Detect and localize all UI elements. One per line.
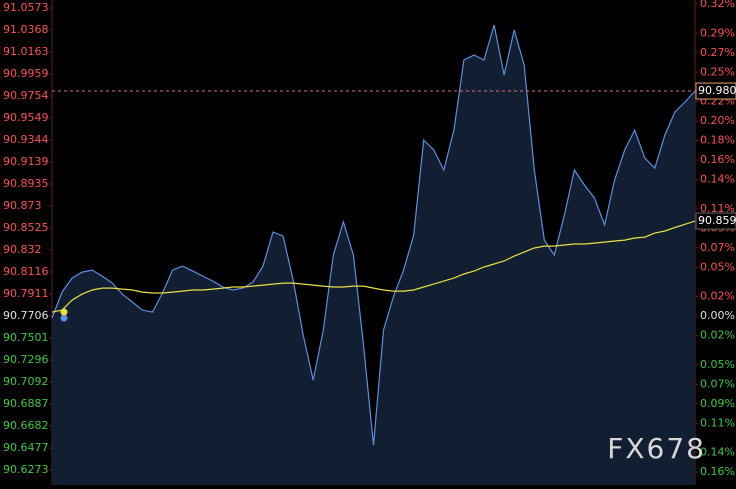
y-tick-label: 90.6682 (3, 419, 49, 432)
y-tick-label: 90.8525 (3, 221, 49, 234)
y2-tick-label: 0.05% (700, 358, 735, 371)
y-tick-label: 90.8116 (3, 265, 49, 278)
price-line (51, 24, 696, 446)
y-tick-label: 90.6273 (3, 463, 49, 476)
y2-tick-label: 0.18% (700, 134, 735, 147)
start-dot (60, 314, 68, 322)
y2-tick-label: 0.14% (700, 446, 735, 459)
last-average-label: 90.859 (698, 214, 736, 227)
y-tick-label: 90.7706 (3, 309, 49, 322)
y-tick-label: 90.9959 (3, 67, 49, 80)
last-price-label: 90.980 (698, 84, 736, 97)
y-tick-label: 91.0573 (3, 1, 49, 14)
last-average-box (695, 212, 736, 230)
y2-tick-label: 0.02% (700, 290, 735, 303)
y-tick-label: 90.6477 (3, 441, 49, 454)
y2-tick-label: 0.07% (700, 377, 735, 390)
y-tick-label: 90.6887 (3, 397, 49, 410)
last-price-box (695, 82, 736, 100)
y2-tick-label: 0.00% (700, 309, 735, 322)
y-tick-label: 90.9754 (3, 89, 49, 102)
y-tick-label: 90.8935 (3, 177, 49, 190)
price-area (52, 25, 695, 485)
start-dot (60, 308, 68, 316)
y2-tick-label: 0.16% (700, 153, 735, 166)
y2-tick-label: 0.07% (700, 241, 735, 254)
y-tick-label: 90.7296 (3, 353, 49, 366)
y2-tick-label: 0.09% (700, 397, 735, 410)
y-tick-label: 90.873 (3, 199, 42, 212)
y2-tick-label: 0.20% (700, 114, 735, 127)
y2-tick-label: 0.11% (700, 202, 735, 215)
y-tick-label: 90.7911 (3, 287, 49, 300)
y2-tick-label: 0.05% (700, 260, 735, 273)
y2-tick-label: 0.32% (700, 0, 735, 10)
y2-tick-label: 0.02% (700, 329, 735, 342)
y2-tick-label: 0.11% (700, 416, 735, 429)
y-tick-label: 90.7501 (3, 331, 49, 344)
y-tick-label: 91.0368 (3, 23, 49, 36)
y-tick-label: 90.7092 (3, 375, 49, 388)
average-line (51, 220, 696, 313)
y2-tick-label: 0.29% (700, 26, 735, 39)
y-tick-label: 90.9549 (3, 111, 49, 124)
y-tick-label: 91.0163 (3, 45, 49, 58)
y-tick-label: 90.9344 (3, 133, 49, 146)
y-tick-label: 90.832 (3, 243, 42, 256)
watermark: FX678 (607, 432, 706, 465)
y2-tick-label: 0.16% (700, 465, 735, 478)
y-tick-label: 90.9139 (3, 155, 49, 168)
y2-tick-label: 0.25% (700, 65, 735, 78)
y2-tick-label: 0.14% (700, 173, 735, 186)
y2-tick-label: 0.27% (700, 46, 735, 59)
